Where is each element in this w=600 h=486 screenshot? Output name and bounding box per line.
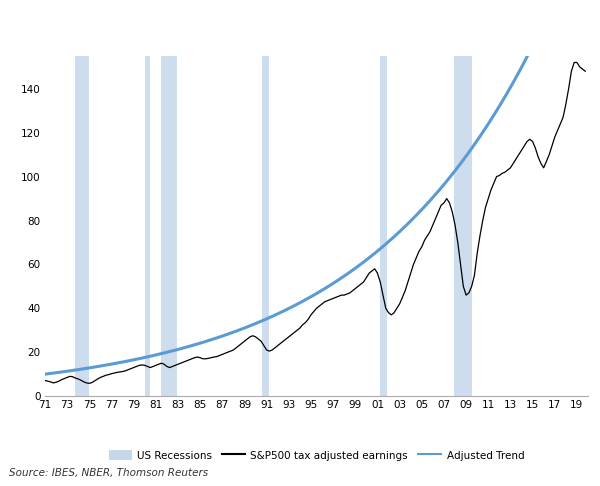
Bar — [161, 56, 177, 396]
Bar — [262, 56, 269, 396]
Bar — [454, 56, 472, 396]
Bar — [76, 56, 89, 396]
Bar — [380, 56, 388, 396]
Text: S&P500 tax adjusted EPS vs trend: S&P500 tax adjusted EPS vs trend — [9, 17, 356, 35]
Bar — [145, 56, 150, 396]
Text: Source: IBES, NBER, Thomson Reuters: Source: IBES, NBER, Thomson Reuters — [9, 469, 208, 478]
Legend: US Recessions, S&P500 tax adjusted earnings, Adjusted Trend: US Recessions, S&P500 tax adjusted earni… — [104, 446, 529, 465]
